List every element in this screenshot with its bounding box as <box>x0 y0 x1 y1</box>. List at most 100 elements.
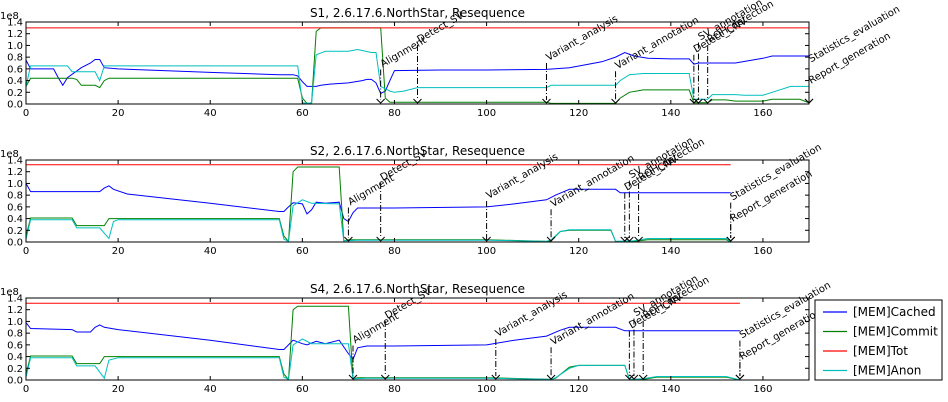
y-tick-label: 0.2 <box>7 88 23 99</box>
annotation-arrowhead <box>689 98 699 104</box>
annotation-arrowhead <box>380 374 390 380</box>
annotation-arrowhead <box>611 98 620 104</box>
annotation-arrowhead <box>348 374 358 380</box>
annotation-arrowhead <box>625 374 634 380</box>
y-exponent-label: 1e8 <box>0 11 19 22</box>
y-tick-label: 1.0 <box>7 41 23 52</box>
x-tick-label: 120 <box>569 246 588 257</box>
x-tick-label: 20 <box>112 108 125 119</box>
subplot-3: S4, 2.6.17.6.NorthStar, Resequence 1e8 Ali… <box>0 273 833 395</box>
legend-frame <box>814 299 943 381</box>
legend-label: [MEM]Cached <box>853 305 936 319</box>
series-line-memanon <box>26 48 809 104</box>
series-line-memanon <box>26 199 732 242</box>
x-tick-label: 120 <box>569 384 588 395</box>
annotation-arrowhead <box>625 236 634 242</box>
y-tick-label: 1.4 <box>7 18 23 29</box>
y-tick-label: 1.2 <box>7 167 23 178</box>
x-tick-label: 100 <box>477 108 496 119</box>
series-group <box>26 27 809 104</box>
x-tick-label: 140 <box>661 384 680 395</box>
x-tick-label: 100 <box>477 384 496 395</box>
x-tick-label: 20 <box>112 246 125 257</box>
plot-frame <box>25 159 810 243</box>
x-tick-label: 160 <box>753 108 772 119</box>
y-tick-label: 1.0 <box>7 317 23 328</box>
plot-frame <box>25 21 810 105</box>
x-tick-label: 20 <box>112 384 125 395</box>
x-tick-label: 0 <box>23 108 29 119</box>
x-tick-label: 80 <box>388 384 401 395</box>
x-tick-label: 160 <box>753 246 772 257</box>
series-line-memcached <box>26 183 731 223</box>
x-tick-label: 100 <box>477 246 496 257</box>
y-tick-label: 0.4 <box>7 76 23 87</box>
y-tick-label: 0.0 <box>7 376 23 387</box>
plot-title: S1, 2.6.17.6.NorthStar, Resequence <box>310 6 525 20</box>
annotation-label: Variant_annotation <box>614 15 701 72</box>
x-tick-label: 60 <box>296 108 309 119</box>
y-tick-label: 0.8 <box>7 191 23 202</box>
annotation-arrowhead <box>634 236 643 242</box>
annotation-arrowhead <box>638 374 648 380</box>
series-line-memcached <box>26 322 740 361</box>
y-tick-label: 0.8 <box>7 53 23 64</box>
plot-title: S4, 2.6.17.6.NorthStar, Resequence <box>310 282 525 296</box>
legend-label: [MEM]Commit <box>853 325 938 339</box>
x-tick-label: 40 <box>204 384 217 395</box>
annotation-arrowhead <box>620 236 630 242</box>
x-tick-label: 40 <box>204 108 217 119</box>
series-group <box>26 164 732 242</box>
y-tick-label: 0.2 <box>7 226 23 237</box>
x-tick-label: 160 <box>753 384 772 395</box>
y-tick-label: 1.0 <box>7 179 23 190</box>
annotation-arrowhead <box>376 236 386 242</box>
annotation-arrowhead <box>703 98 713 104</box>
legend-label: [MEM]Anon <box>853 364 921 378</box>
y-tick-label: 1.2 <box>7 29 23 40</box>
x-tick-label: 0 <box>23 384 29 395</box>
series-line-memanon <box>26 338 741 380</box>
x-tick-label: 60 <box>296 384 309 395</box>
annotation-label: Variant_annotation <box>549 153 636 210</box>
series-line-memcommit <box>26 27 809 104</box>
series-line-memcached <box>26 51 809 95</box>
legend-label: [MEM]Tot <box>853 344 908 358</box>
annotation-arrowhead <box>376 98 386 104</box>
y-tick-label: 0.2 <box>7 364 23 375</box>
y-tick-label: 0.4 <box>7 214 23 225</box>
y-tick-label: 1.2 <box>7 305 23 316</box>
y-tick-label: 1.4 <box>7 156 23 167</box>
y-exponent-label: 1e8 <box>0 287 19 298</box>
annotation-arrowhead <box>546 236 556 242</box>
annotation-arrowhead <box>491 374 501 380</box>
x-tick-label: 80 <box>388 246 401 257</box>
annotation-arrowhead <box>542 98 551 104</box>
x-tick-label: 60 <box>296 246 309 257</box>
annotation-arrowhead <box>413 98 422 104</box>
x-tick-label: 140 <box>661 246 680 257</box>
annotation-arrowhead <box>735 374 745 380</box>
annotation-arrowhead <box>344 236 353 242</box>
plot-title: S2, 2.6.17.6.NorthStar, Resequence <box>310 144 525 158</box>
annotation-arrowhead <box>694 98 703 104</box>
y-tick-label: 0.0 <box>7 100 23 111</box>
annotation-arrowhead <box>629 374 639 380</box>
x-tick-label: 140 <box>661 108 680 119</box>
y-exponent-label: 1e8 <box>0 149 19 160</box>
subplot-2: S2, 2.6.17.6.NorthStar, Resequence 1e8 Ali… <box>0 135 824 257</box>
x-tick-label: 0 <box>23 246 29 257</box>
legend: [MEM]Cached [MEM]Commit [MEM]Tot [MEM]Anon <box>814 299 943 381</box>
y-tick-label: 0.6 <box>7 340 23 351</box>
annotation-label: Variant_analysis <box>485 152 561 202</box>
x-tick-label: 80 <box>388 108 401 119</box>
annotation-arrowhead <box>546 374 556 380</box>
y-tick-label: 1.4 <box>7 294 23 305</box>
annotation-arrowhead <box>726 236 736 242</box>
series-group <box>26 302 741 380</box>
x-tick-label: 40 <box>204 246 217 257</box>
x-tick-label: 120 <box>569 108 588 119</box>
